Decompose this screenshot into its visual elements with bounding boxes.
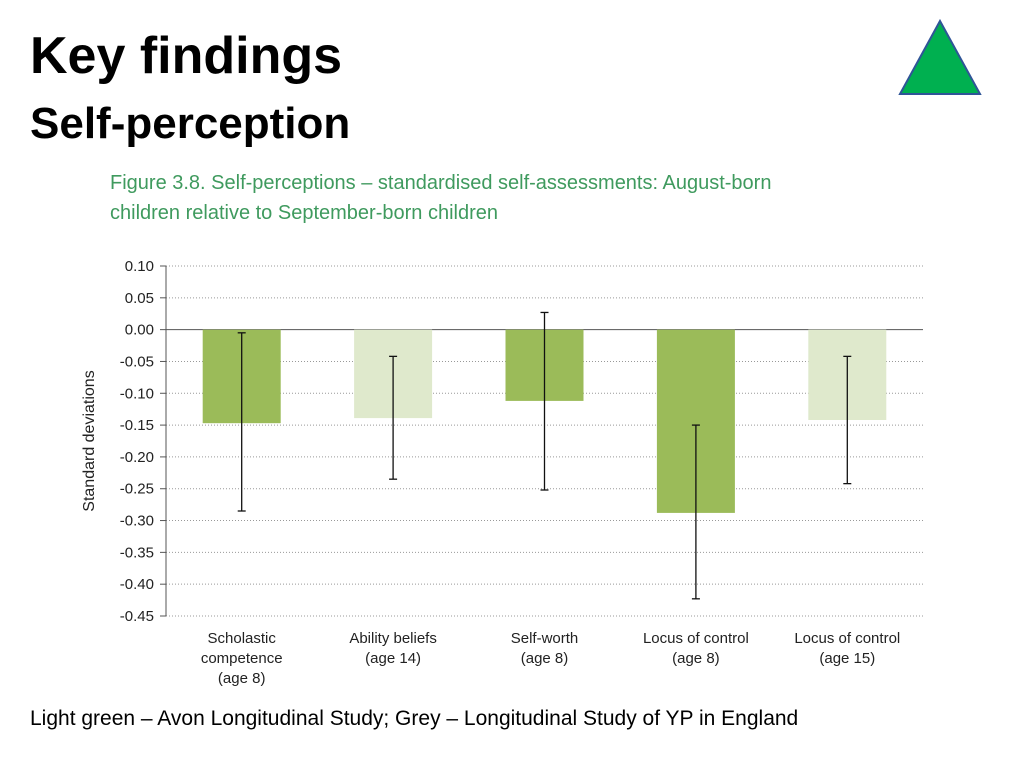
y-axis-label: Standard deviations <box>81 370 98 511</box>
y-tick-label: -0.30 <box>120 513 154 530</box>
x-tick-label: Ability beliefs (age 14) <box>349 630 437 667</box>
y-tick-label: 0.05 <box>125 290 154 307</box>
footer-note: Light green – Avon Longitudinal Study; G… <box>30 707 799 730</box>
x-tick-label: Scholastic competence (age 8) <box>201 630 283 687</box>
x-tick-label-line: Locus of control <box>643 630 749 647</box>
y-tick-label: 0.10 <box>125 258 154 275</box>
figure-caption: Figure 3.8. Self-perceptions – standardi… <box>110 172 772 224</box>
triangle-up-shape <box>898 18 982 95</box>
x-tick-label-line: Scholastic <box>208 630 277 647</box>
y-tick-label: -0.40 <box>120 576 154 593</box>
y-tick-label: -0.45 <box>120 608 154 625</box>
y-tick-label: 0.00 <box>125 322 154 339</box>
y-tick-label: -0.20 <box>120 449 154 466</box>
x-tick-label-line: competence <box>201 650 283 667</box>
slide-title: Key findings <box>30 27 343 85</box>
x-tick-label-line: (age 14) <box>365 650 421 667</box>
x-tick-label-line: (age 15) <box>819 650 875 667</box>
x-tick-label-line: Ability beliefs <box>349 630 437 647</box>
x-tick-label-line: Locus of control <box>794 630 900 647</box>
x-tick-label-line: Self-worth <box>511 630 579 647</box>
x-tick-label-line: (age 8) <box>672 650 720 667</box>
triangle-up-icon[interactable] <box>896 18 984 98</box>
y-tick-label: -0.35 <box>120 544 154 561</box>
x-tick-label: Locus of control (age 8) <box>643 630 749 667</box>
x-tick-label: Locus of control (age 15) <box>794 630 900 667</box>
x-tick-label-line: (age 8) <box>521 650 569 667</box>
y-tick-label: -0.10 <box>120 385 154 402</box>
x-tick-label: Self-worth (age 8) <box>511 630 579 667</box>
y-tick-label: -0.05 <box>120 353 154 370</box>
y-tick-label: -0.15 <box>120 417 154 434</box>
x-tick-label-line: (age 8) <box>218 670 266 687</box>
y-tick-label: -0.25 <box>120 481 154 498</box>
slide-subtitle: Self-perception <box>30 99 351 148</box>
